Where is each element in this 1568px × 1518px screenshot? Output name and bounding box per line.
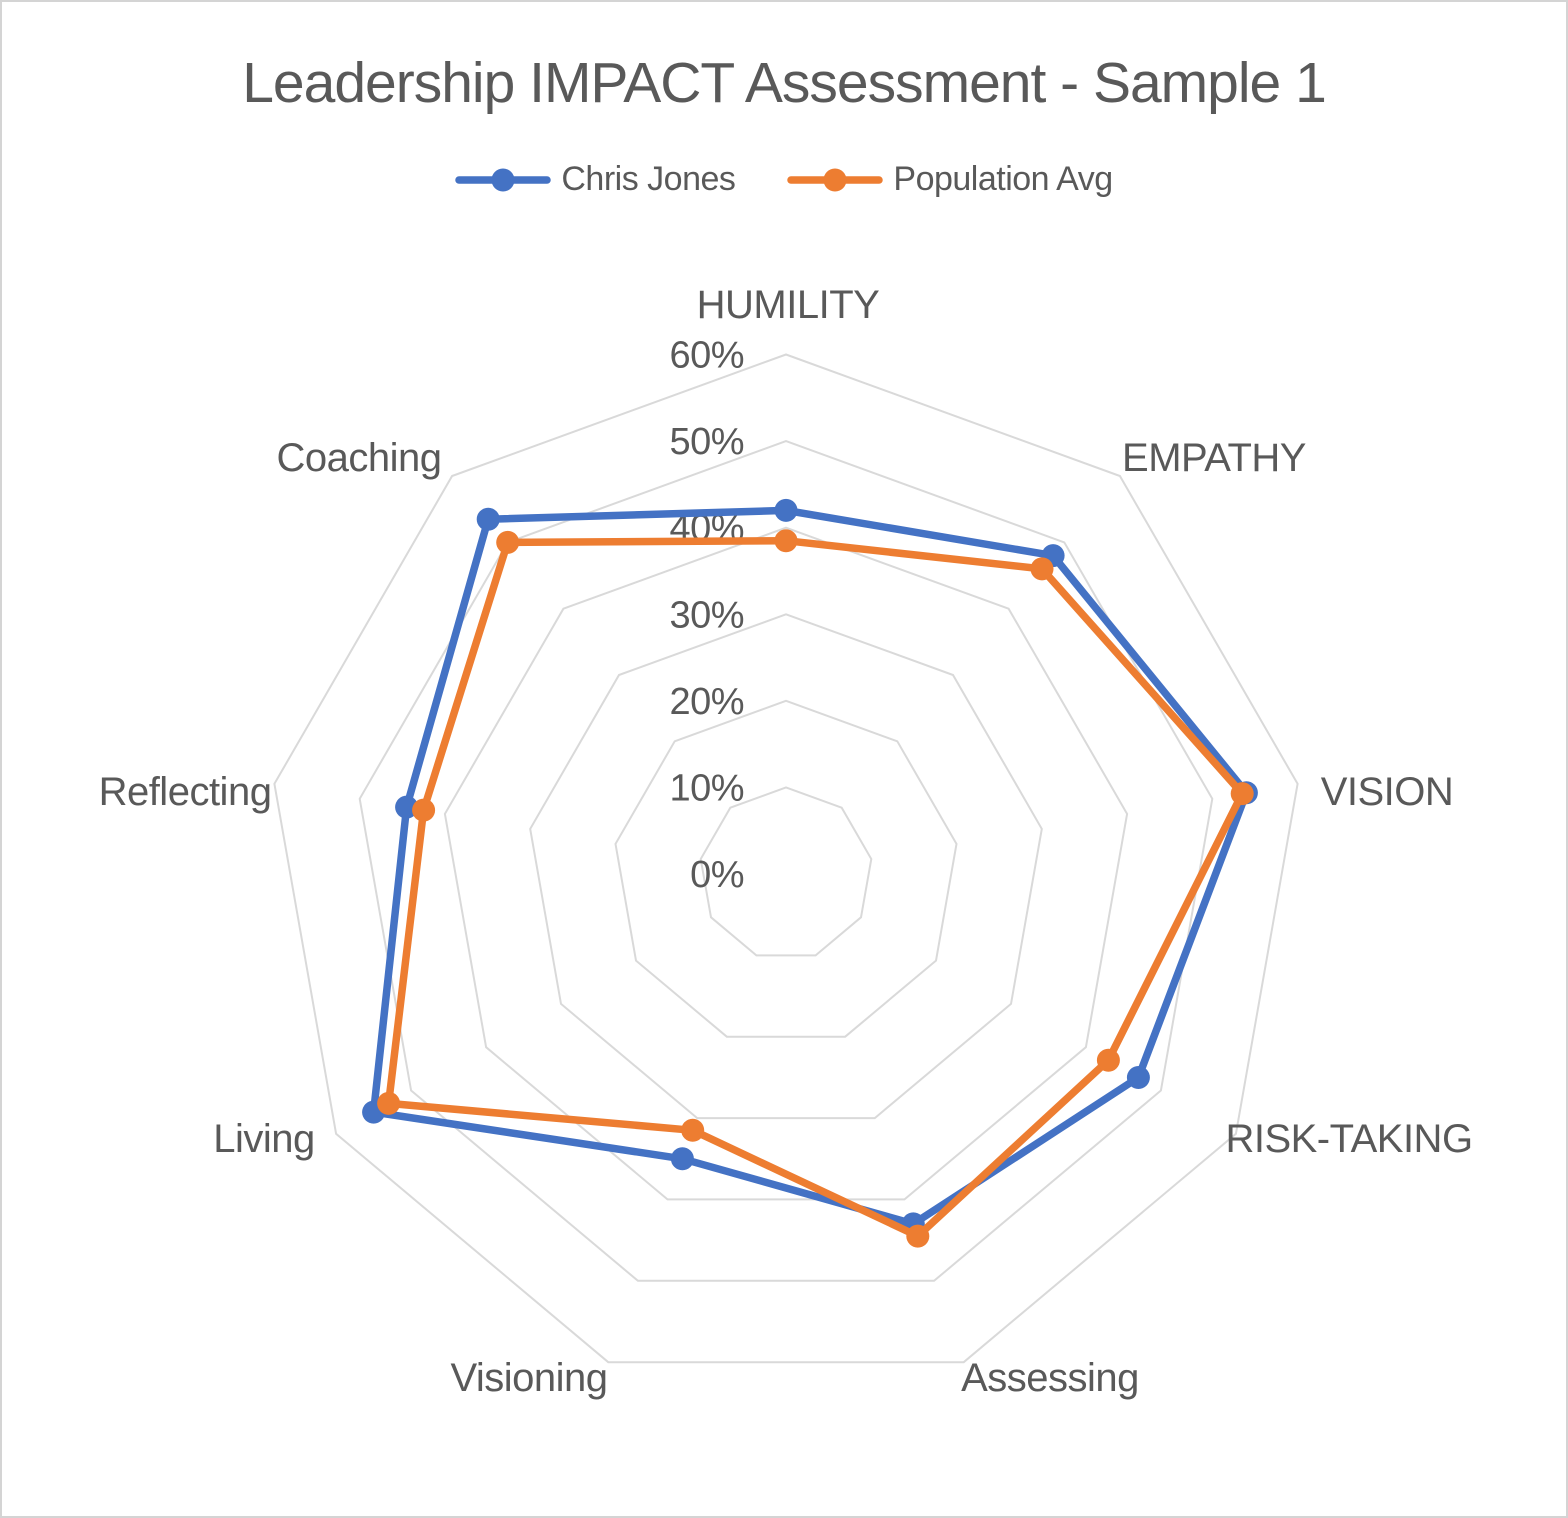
- tick-label-30: 30%: [669, 594, 744, 636]
- series-marker-population-avg-risk-taking[interactable]: [1096, 1048, 1120, 1072]
- grid-ring-10: [699, 786, 873, 957]
- legend-marker-dot: [491, 168, 515, 191]
- grid-ring-60: [273, 353, 1299, 1364]
- series-marker-population-avg-vision[interactable]: [1230, 782, 1254, 806]
- legend-item-population-avg[interactable]: Population Avg: [787, 160, 1113, 199]
- series-marker-population-avg-humility[interactable]: [774, 529, 798, 553]
- legend-label-population-avg: Population Avg: [893, 160, 1113, 198]
- category-label-empathy: EMPATHY: [1122, 436, 1306, 480]
- category-label-living: Living: [213, 1117, 315, 1161]
- series-marker-population-avg-living[interactable]: [377, 1091, 401, 1115]
- grid-ring-50: [358, 440, 1214, 1282]
- grid-ring-40: [443, 526, 1129, 1201]
- tick-label-60: 60%: [669, 335, 744, 377]
- series-line-population-avg[interactable]: [384, 536, 1246, 1240]
- series-marker-population-avg-assessing[interactable]: [906, 1224, 930, 1248]
- category-label-humility: HUMILITY: [697, 283, 880, 327]
- series-line-chris-jones[interactable]: [369, 506, 1251, 1228]
- legend-marker-dot: [823, 168, 847, 191]
- category-label-visioning: Visioning: [450, 1356, 607, 1400]
- category-label-coaching: Coaching: [276, 436, 441, 480]
- line-dot-marker-blue: [455, 168, 552, 191]
- series-marker-population-avg-reflecting[interactable]: [412, 798, 436, 822]
- chart-title: Leadership IMPACT Assessment - Sample 1: [242, 51, 1327, 115]
- grid-ring-20: [614, 699, 958, 1038]
- series-marker-chris-jones-risk-taking[interactable]: [1126, 1066, 1150, 1089]
- series-marker-population-avg-empathy[interactable]: [1030, 557, 1054, 581]
- series-marker-population-avg-visioning[interactable]: [681, 1118, 705, 1142]
- category-label-assessing: Assessing: [961, 1356, 1139, 1400]
- series-marker-population-avg-coaching[interactable]: [496, 530, 520, 554]
- series-marker-chris-jones-coaching[interactable]: [476, 507, 500, 531]
- tick-label-50: 50%: [669, 421, 744, 463]
- legend-label-chris-jones: Chris Jones: [561, 160, 736, 198]
- legend-item-chris-jones[interactable]: Chris Jones: [455, 160, 736, 199]
- series-marker-chris-jones-reflecting[interactable]: [395, 795, 419, 819]
- series-marker-chris-jones-humility[interactable]: [774, 498, 798, 522]
- category-label-reflecting: Reflecting: [99, 770, 272, 814]
- tick-label-0: 0%: [690, 854, 744, 896]
- tick-label-10: 10%: [669, 767, 744, 809]
- series-marker-chris-jones-visioning[interactable]: [670, 1147, 694, 1171]
- category-label-risk-taking: RISK-TAKING: [1225, 1117, 1472, 1161]
- chart-legend: Chris Jones Population Avg: [2, 160, 1566, 199]
- tick-label-20: 20%: [669, 681, 744, 723]
- category-label-vision: VISION: [1321, 770, 1454, 814]
- grid-ring-30: [529, 613, 1043, 1120]
- line-dot-marker-orange: [787, 168, 884, 191]
